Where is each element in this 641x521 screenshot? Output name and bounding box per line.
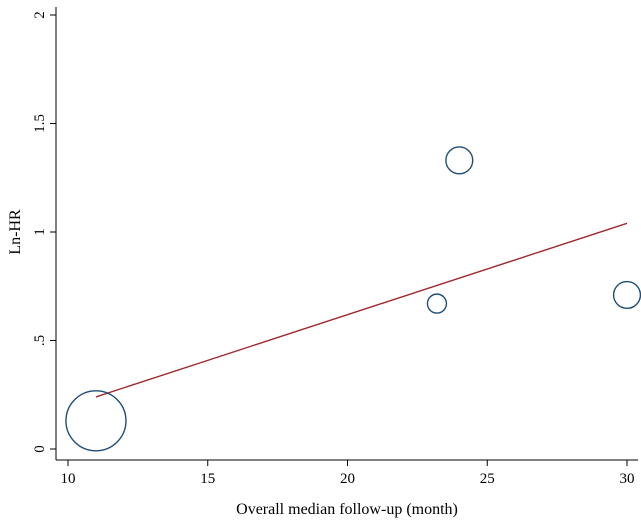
y-tick-label: 2 xyxy=(32,11,48,19)
plot-area xyxy=(65,146,641,452)
x-tick-label: 10 xyxy=(61,471,76,487)
y-tick-label: 0 xyxy=(32,445,48,453)
data-point xyxy=(65,390,127,452)
x-axis-title: Overall median follow-up (month) xyxy=(236,501,458,518)
y-axis-title: Ln-HR xyxy=(7,209,24,255)
fit-line xyxy=(95,222,628,398)
x-tick-label: 25 xyxy=(480,471,495,487)
data-point xyxy=(445,146,474,175)
data-point xyxy=(612,280,641,310)
x-axis: 10 15 20 25 30 xyxy=(56,459,638,487)
y-tick-label: 1 xyxy=(32,228,48,236)
y-axis: 0 .5 1 1.5 2 xyxy=(32,7,57,460)
x-tick-label: 30 xyxy=(620,471,635,487)
data-point xyxy=(426,293,448,314)
y-tick-label: 1.5 xyxy=(32,114,48,133)
x-tick-label: 15 xyxy=(200,471,215,487)
y-tick-label: .5 xyxy=(32,335,48,346)
x-tick-label: 20 xyxy=(340,471,355,487)
